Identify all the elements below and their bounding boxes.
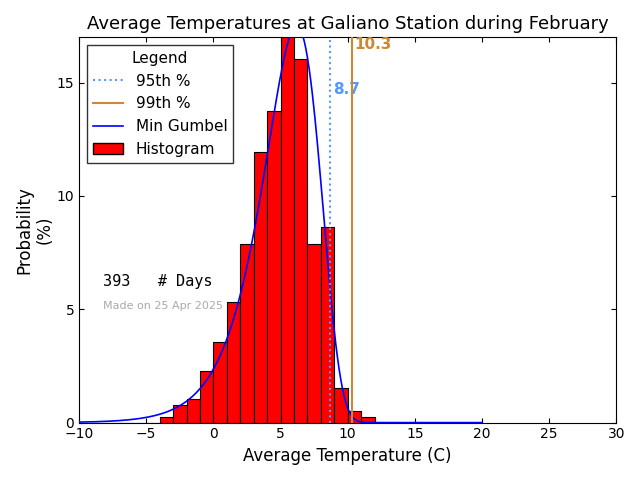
Bar — [173, 406, 186, 422]
Bar — [240, 244, 253, 422]
Bar — [267, 111, 280, 422]
Title: Average Temperatures at Galiano Station during February: Average Temperatures at Galiano Station … — [87, 15, 609, 33]
Bar — [307, 244, 321, 422]
Bar — [294, 60, 307, 422]
Y-axis label: Probability
(%): Probability (%) — [15, 186, 54, 274]
Bar — [321, 227, 334, 422]
Text: Made on 25 Apr 2025: Made on 25 Apr 2025 — [103, 301, 223, 311]
Text: 8.7: 8.7 — [333, 82, 360, 97]
Bar — [253, 152, 267, 422]
Bar — [361, 417, 374, 422]
Bar — [348, 411, 361, 422]
Bar — [334, 388, 348, 422]
Bar — [227, 301, 240, 422]
Bar — [213, 342, 227, 422]
X-axis label: Average Temperature (C): Average Temperature (C) — [243, 447, 452, 465]
Text: 10.3: 10.3 — [355, 36, 392, 52]
Bar — [159, 417, 173, 422]
Bar — [280, 24, 294, 422]
Text: 393   # Days: 393 # Days — [103, 274, 212, 289]
Bar — [200, 371, 213, 422]
Legend: 95th %, 99th %, Min Gumbel, Histogram: 95th %, 99th %, Min Gumbel, Histogram — [86, 45, 234, 163]
Bar — [186, 399, 200, 422]
